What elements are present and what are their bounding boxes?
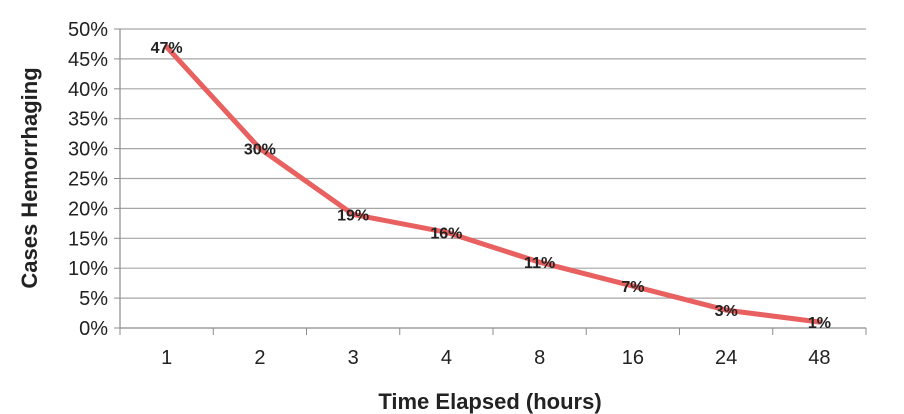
data-point <box>443 229 449 235</box>
x-tick-label: 16 <box>622 347 644 369</box>
x-tick-label: 4 <box>441 347 452 369</box>
y-tick-label: 10% <box>68 258 108 280</box>
axes <box>114 28 867 335</box>
y-tick-label: 40% <box>68 79 108 101</box>
data-point <box>723 307 729 313</box>
data-label: 7% <box>621 279 644 296</box>
y-tick-label: 50% <box>68 19 108 41</box>
data-label: 16% <box>430 225 462 242</box>
y-tick-label: 20% <box>68 198 108 220</box>
x-tick-label: 2 <box>254 347 265 369</box>
y-tick-label: 35% <box>68 109 108 131</box>
x-tick-label: 3 <box>348 347 359 369</box>
y-tick-label: 15% <box>68 228 108 250</box>
data-label: 3% <box>715 303 738 320</box>
data-label: 1% <box>808 315 831 332</box>
series-line-group <box>164 44 822 325</box>
data-point <box>816 319 822 325</box>
y-tick-label: 45% <box>68 49 108 71</box>
data-label: 11% <box>524 255 555 272</box>
y-tick-label: 0% <box>79 318 108 340</box>
x-axis-tick-labels: 1 2 3 4 8 16 24 48 <box>161 347 830 369</box>
data-point <box>350 211 356 217</box>
x-tick-label: 8 <box>534 347 545 369</box>
gridlines <box>120 28 866 299</box>
x-tick-label: 24 <box>715 347 737 369</box>
x-tick-label: 48 <box>808 347 830 369</box>
x-tick-label: 1 <box>161 347 172 369</box>
y-tick-label: 5% <box>79 288 108 310</box>
y-axis-title: Cases Hemorrhaging <box>17 67 42 288</box>
data-point <box>257 146 263 152</box>
y-axis-tick-labels: 0% 5% 10% 15% 20% 25% 30% 35% 40% 45% 50% <box>68 19 108 340</box>
data-point <box>164 44 170 50</box>
y-tick-label: 30% <box>68 139 108 161</box>
data-label: 30% <box>244 142 276 159</box>
data-point <box>537 259 543 265</box>
series-line <box>164 44 822 325</box>
data-label: 19% <box>337 207 369 224</box>
data-label: 47% <box>151 40 183 57</box>
data-labels: 47% 30% 19% 16% 11% 7% 3% 1% <box>151 40 831 332</box>
data-point <box>630 283 636 289</box>
x-axis-title: Time Elapsed (hours) <box>378 389 601 414</box>
y-tick-label: 25% <box>68 169 108 191</box>
